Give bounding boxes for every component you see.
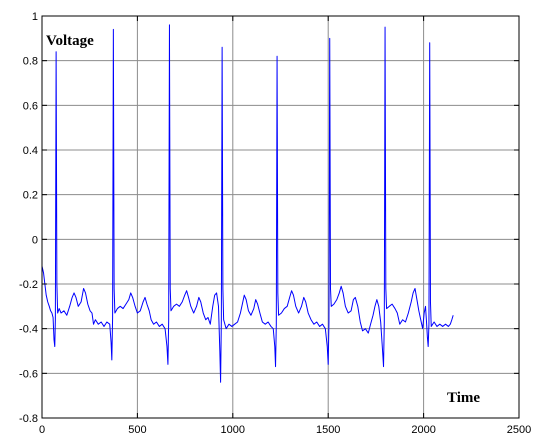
y-axis-label: Voltage [46,33,94,49]
x-axis-label: Time [447,390,480,406]
y-tick-label: 1 [32,11,38,23]
plot-area [41,24,454,383]
y-tick-label: -0.4 [19,324,38,336]
x-tick-label: 0 [39,424,45,436]
y-tick-label: 0.8 [23,56,38,68]
y-tick-label: 0.2 [23,190,38,202]
y-tick-label: -0.2 [19,279,38,291]
y-tick-label: 0 [32,234,38,246]
grid-lines [42,16,519,418]
voltage-series-line [41,24,454,383]
x-tick-label: 1000 [221,424,245,436]
x-tick-label: 500 [128,424,146,436]
tick-labels: 0 500 1000 1500 2000 2500 -0.8 -0.6 -0.4 -0.2 0 0.2… [19,11,531,436]
axes-frame [41,15,520,419]
x-tick-label: 2500 [507,424,531,436]
y-tick-label: 0.6 [23,100,38,112]
x-tick-label: 1500 [316,424,340,436]
plot-background [42,16,519,418]
y-tick-label: -0.6 [19,368,38,380]
y-tick-label: -0.8 [19,413,38,425]
x-tick-label: 2000 [411,424,435,436]
axes [41,15,520,419]
y-tick-label: 0.4 [23,145,38,157]
